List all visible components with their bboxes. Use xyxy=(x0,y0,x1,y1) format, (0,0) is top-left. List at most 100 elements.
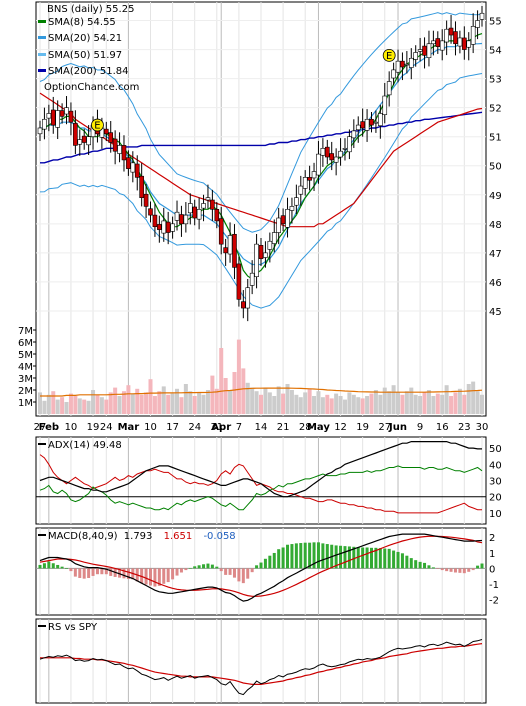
macd-histogram-bar xyxy=(250,568,254,573)
candle-body xyxy=(223,247,228,254)
macd-histogram-bar xyxy=(365,547,369,569)
volume-bar xyxy=(457,388,462,414)
volume-bar xyxy=(214,388,219,414)
candle-body xyxy=(369,118,374,126)
volume-bar xyxy=(60,397,65,414)
macd-histogram-bar xyxy=(197,565,201,569)
candle-body xyxy=(342,148,348,150)
price-tick-label: 46 xyxy=(489,278,502,289)
earnings-marker-label: E xyxy=(386,51,392,62)
volume-bar xyxy=(223,378,228,414)
volume-bar xyxy=(387,391,392,414)
legend-sma200: SMA(200) 51.84 xyxy=(48,66,129,77)
volume-bar xyxy=(294,394,299,414)
volume-bar xyxy=(378,394,383,414)
adx-tick-label: 10 xyxy=(489,509,502,520)
macd-tick-label: -2 xyxy=(489,596,499,607)
volume-bar xyxy=(440,394,445,414)
volume-bar xyxy=(404,391,409,414)
macd-histogram-bar xyxy=(210,564,214,569)
candle-body xyxy=(307,177,312,181)
candle-body xyxy=(462,37,467,50)
volume-bar xyxy=(113,387,118,414)
volume-bar xyxy=(285,384,290,414)
volume-bar xyxy=(148,379,153,414)
price-tick-label: 49 xyxy=(489,191,502,202)
earnings-marker-label: E xyxy=(94,121,100,132)
macd-histogram-bar xyxy=(228,568,232,575)
macd-histogram-bar xyxy=(387,548,391,569)
candle-body xyxy=(378,113,383,126)
volume-average-line xyxy=(40,387,483,397)
candle-body xyxy=(320,148,326,156)
legend-swatch-sma200 xyxy=(38,69,46,72)
volume-bar xyxy=(466,384,471,414)
volume-bar xyxy=(161,386,166,414)
volume-bar xyxy=(267,392,272,414)
volume-bar xyxy=(369,393,374,414)
x-tick-label: 7 xyxy=(236,422,242,433)
rs-label: RS vs SPY xyxy=(48,622,98,633)
macd-histogram-bar xyxy=(352,546,356,569)
candle-body xyxy=(81,135,87,143)
macd-histogram-bar xyxy=(140,568,144,584)
volume-bar xyxy=(104,399,109,414)
candle-body xyxy=(73,123,78,146)
macd-histogram-bar xyxy=(246,568,250,579)
legend-swatch-sma20 xyxy=(38,36,46,39)
legend-sma20: SMA(20) 54.21 xyxy=(48,33,122,44)
macd-histogram-bar xyxy=(255,565,259,569)
macd-histogram-bar xyxy=(431,567,435,569)
price-tick-label: 54 xyxy=(489,46,502,57)
candle-body xyxy=(470,26,476,45)
volume-bar xyxy=(55,399,60,414)
volume-bar xyxy=(426,390,431,414)
macd-histogram-bar xyxy=(286,544,290,569)
earnings-marker xyxy=(91,118,104,132)
macd-histogram-bar xyxy=(409,558,413,569)
x-tick-label: 24 xyxy=(100,422,113,433)
macd-histogram-bar xyxy=(232,568,236,578)
price-tick-label: 48 xyxy=(489,220,502,231)
rs-line xyxy=(39,639,483,696)
candle-body xyxy=(391,69,396,79)
macd-histogram-bar xyxy=(60,566,64,569)
earnings-marker xyxy=(382,48,396,62)
candle-body xyxy=(448,27,454,36)
volume-bar xyxy=(259,394,263,414)
macd-tick-label: 1 xyxy=(489,549,495,560)
macd-histogram-bar xyxy=(241,568,245,584)
candle-body xyxy=(245,287,251,309)
candle-body xyxy=(475,20,480,28)
candle-body xyxy=(289,206,295,211)
candle-body xyxy=(59,110,65,117)
candle-body xyxy=(364,118,370,131)
macd-histogram-bar xyxy=(193,566,197,569)
volume-bar xyxy=(449,396,454,414)
candle-body xyxy=(267,240,273,250)
candle-body xyxy=(183,214,189,225)
candle-body xyxy=(263,252,268,258)
volume-bar xyxy=(263,387,268,414)
volume-bar xyxy=(245,382,250,414)
candle-body xyxy=(50,109,56,126)
x-tick-label: 16 xyxy=(436,422,449,433)
candle-body xyxy=(444,28,449,43)
candle-body xyxy=(130,162,136,173)
x-tick-label: 12 xyxy=(334,422,347,433)
macd-histogram-bar xyxy=(445,568,449,572)
macd-histogram-bar xyxy=(418,561,422,569)
macd-histogram-bar xyxy=(378,548,382,569)
macd-histogram-bar xyxy=(436,568,440,569)
macd-histogram-bar xyxy=(343,546,347,569)
candle-body xyxy=(170,223,175,232)
volume-tick-label: 7M xyxy=(18,326,33,337)
price-tick-label: 47 xyxy=(489,249,502,260)
macd-histogram-bar xyxy=(157,568,161,586)
macd-histogram-bar xyxy=(47,561,51,569)
volume-bar xyxy=(431,396,436,414)
macd-histogram-bar xyxy=(144,568,148,585)
candle-body xyxy=(37,127,43,135)
candle-body xyxy=(479,12,485,20)
